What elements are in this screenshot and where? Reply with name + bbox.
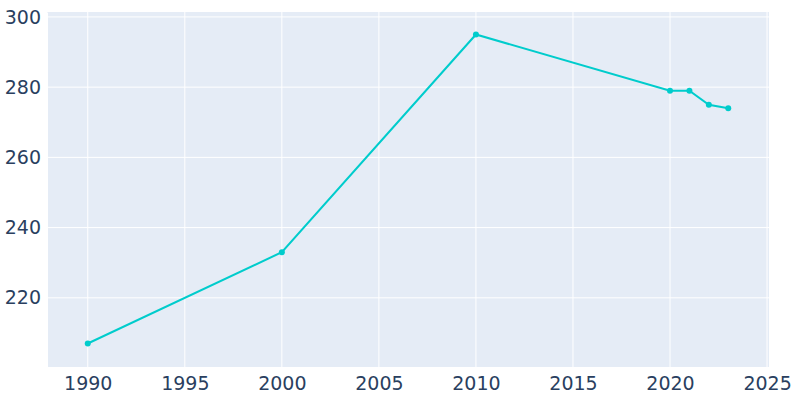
x-tick: 2000 <box>258 367 306 394</box>
x-tick: 1990 <box>64 367 112 394</box>
marker <box>725 105 731 111</box>
x-grid-line <box>184 12 185 367</box>
x-grid-line <box>281 12 282 367</box>
x-tick-label: 2010 <box>452 372 500 394</box>
x-tick-label: 1995 <box>161 372 209 394</box>
plot: 1990 1995 2000 2005 2010 2015 2020 2025 220 240 26… <box>5 5 792 394</box>
grid <box>47 12 769 367</box>
x-tick: 2010 <box>452 367 500 394</box>
x-tick: 2025 <box>743 367 791 394</box>
marker <box>279 249 285 255</box>
x-grid-line <box>475 12 476 367</box>
x-axis: 1990 1995 2000 2005 2010 2015 2020 2025 <box>48 367 792 394</box>
y-tick-label: 220 <box>5 286 41 308</box>
x-tick-label: 2025 <box>743 372 791 394</box>
y-grid-line <box>47 297 769 298</box>
x-tick-label: 2005 <box>355 372 403 394</box>
y-tick-label: 240 <box>5 216 41 238</box>
y-axis-line <box>47 13 48 368</box>
x-grid-line <box>670 12 671 367</box>
marker <box>473 31 479 37</box>
x-tick-label: 1990 <box>64 372 112 394</box>
x-grid-line <box>378 12 379 367</box>
x-tick: 2015 <box>549 367 597 394</box>
y-grid-line <box>47 16 769 17</box>
marker <box>706 102 712 108</box>
x-tick: 2020 <box>646 367 694 394</box>
x-tick-label: 2020 <box>646 372 694 394</box>
x-axis-line <box>48 367 770 368</box>
x-tick: 1995 <box>161 367 209 394</box>
plot-background <box>47 12 769 367</box>
y-tick: 240 <box>5 216 47 238</box>
y-grid-line <box>47 227 769 228</box>
y-tick: 260 <box>5 146 47 168</box>
y-tick-label: 280 <box>5 76 41 98</box>
y-tick: 300 <box>5 5 47 27</box>
y-tick: 280 <box>5 76 47 98</box>
y-grid-line <box>47 157 769 158</box>
x-tick-label: 2015 <box>549 372 597 394</box>
y-tick-label: 300 <box>5 5 41 27</box>
marker <box>667 88 673 94</box>
y-tick: 220 <box>5 286 47 308</box>
x-grid-line <box>87 12 88 367</box>
marker <box>686 88 692 94</box>
line <box>88 34 728 343</box>
data-layer <box>85 31 731 346</box>
x-tick: 2005 <box>355 367 403 394</box>
x-grid-line <box>767 12 768 367</box>
marker <box>85 340 91 346</box>
x-grid-line <box>572 12 573 367</box>
x-tick-label: 2000 <box>258 372 306 394</box>
y-axis: 220 240 260 280 300 <box>5 5 48 367</box>
y-tick-label: 260 <box>5 146 41 168</box>
